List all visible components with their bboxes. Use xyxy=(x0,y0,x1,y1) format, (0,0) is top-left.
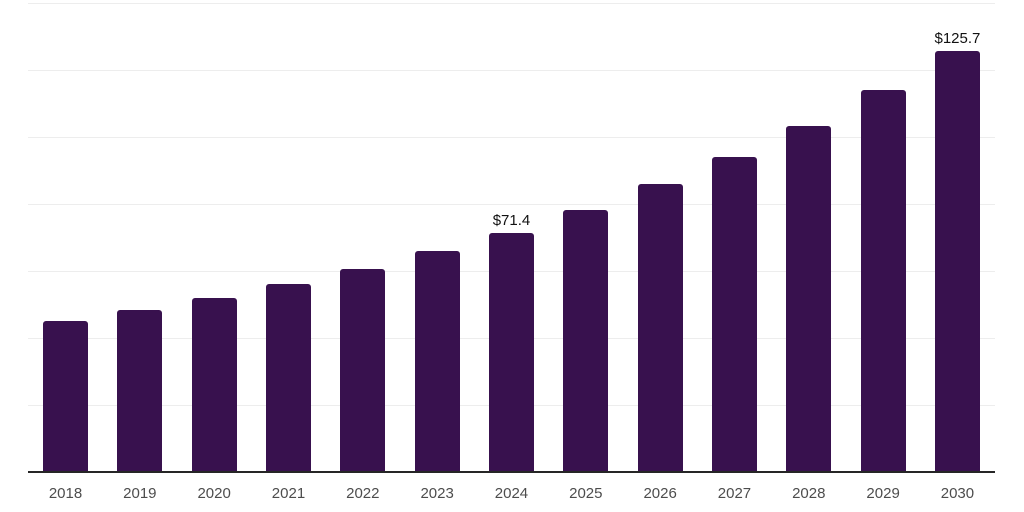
bar-2025 xyxy=(563,210,609,472)
bar-cell-2021 xyxy=(265,284,311,472)
x-tick-2021: 2021 xyxy=(271,485,306,502)
x-tick-2023: 2023 xyxy=(420,485,454,502)
bar-2028 xyxy=(786,126,832,472)
x-tick-2030: 2030 xyxy=(940,485,975,502)
x-tick-2029: 2029 xyxy=(866,485,900,502)
gridline-140 xyxy=(28,3,995,4)
bar-cell-2024: $71.4 xyxy=(488,211,534,472)
x-tick-2027: 2027 xyxy=(717,485,752,502)
bar-cell-2029 xyxy=(860,90,906,472)
bar-cell-2026 xyxy=(637,184,683,472)
x-tick-2020: 2020 xyxy=(197,485,231,502)
bar-2027 xyxy=(711,157,757,472)
x-tick-2019: 2019 xyxy=(123,485,157,502)
x-tick-2028: 2028 xyxy=(792,485,826,502)
gridline-100 xyxy=(28,137,995,138)
bar-cell-2019 xyxy=(117,309,163,472)
bar-2024 xyxy=(488,232,534,472)
x-tick-2018: 2018 xyxy=(48,485,83,502)
x-axis-line xyxy=(28,471,995,473)
bar-2022 xyxy=(340,269,386,472)
x-tick-2025: 2025 xyxy=(569,485,603,502)
bar-2026 xyxy=(637,184,683,472)
data-label-2024: $71.4 xyxy=(492,211,531,229)
bar-cell-2028 xyxy=(786,126,832,472)
bar-cell-2030: $125.7 xyxy=(935,31,980,472)
x-axis-labels: 2018 2019 2020 2021 2022 2023 2024 2025 2026 2027… xyxy=(28,485,995,502)
bar-2023 xyxy=(414,250,460,472)
data-label-2030: $125.7 xyxy=(934,29,981,47)
bar-2020 xyxy=(191,297,237,472)
x-tick-2024: 2024 xyxy=(494,485,529,502)
bar-2021 xyxy=(265,284,311,472)
gridline-80 xyxy=(28,204,995,205)
x-tick-2022: 2022 xyxy=(346,485,380,502)
bar-cell-2022 xyxy=(340,269,386,472)
bar-cell-2023 xyxy=(414,250,460,472)
bars-container: $71.4 $125.7 xyxy=(28,3,995,472)
bar-cell-2020 xyxy=(191,297,237,472)
bar-2029 xyxy=(860,90,906,472)
bar-cell-2025 xyxy=(563,210,609,472)
gridline-120 xyxy=(28,70,995,71)
x-tick-2026: 2026 xyxy=(643,485,677,502)
bar-cell-2027 xyxy=(711,157,757,472)
plot-area: $71.4 $125.7 xyxy=(28,3,995,472)
bar-2019 xyxy=(117,309,163,472)
bar-2018 xyxy=(43,320,88,472)
bar-cell-2018 xyxy=(43,320,88,472)
bar-2030 xyxy=(934,50,980,472)
